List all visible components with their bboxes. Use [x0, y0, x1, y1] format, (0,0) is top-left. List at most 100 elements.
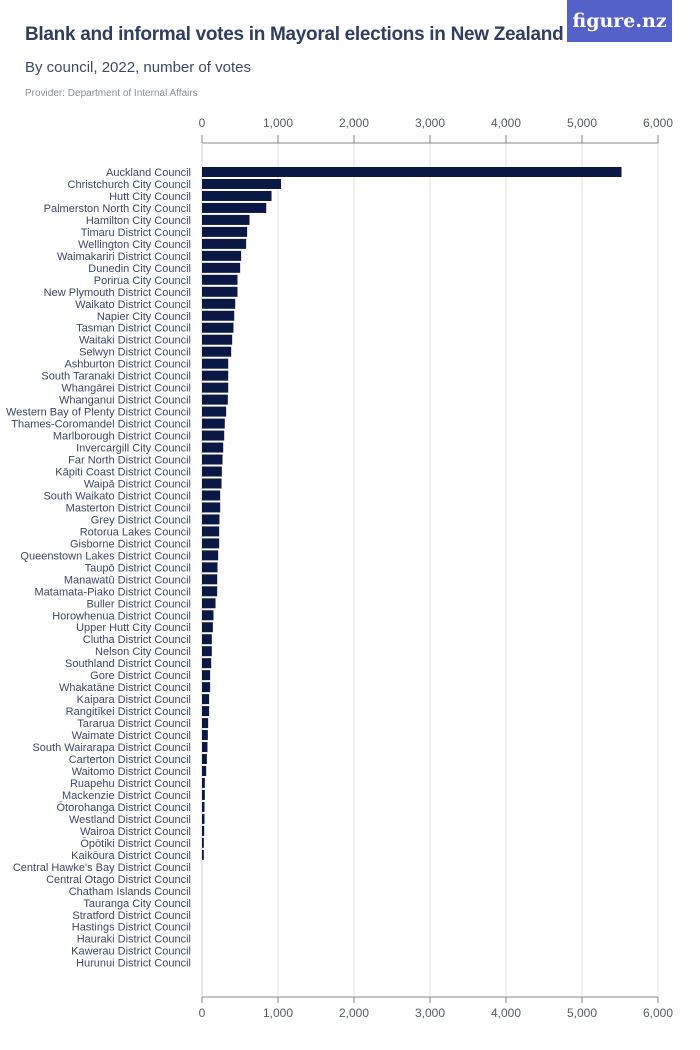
category-label: Rotorua Lakes Council [80, 526, 191, 538]
category-label: Thames-Coromandel District Council [11, 419, 191, 431]
bar [202, 286, 238, 297]
category-label: Tasman District Council [76, 323, 191, 335]
category-label: South Wairarapa District Council [32, 742, 191, 754]
bar [202, 777, 205, 788]
category-label: Ashburton District Council [64, 359, 191, 371]
bar [202, 562, 218, 573]
bar [202, 634, 212, 645]
bottom-tick-label: 6,000 [643, 1006, 673, 1020]
category-label: Clutha District Council [83, 634, 191, 646]
category-label: Chatham Islands Council [69, 886, 191, 898]
category-label: Rangitīkei District Council [66, 706, 191, 718]
bar [202, 514, 220, 525]
category-label: Palmerston North City Council [44, 203, 191, 215]
category-label: Carterton District Council [69, 754, 191, 766]
category-label: Ruapehu District Council [70, 778, 191, 790]
bar [202, 849, 204, 860]
figure-nz-logo[interactable]: figure.nz [567, 0, 672, 42]
category-label: Stratford District Council [72, 910, 191, 922]
category-label: Buller District Council [86, 598, 191, 610]
bar [202, 478, 222, 489]
bar [202, 730, 208, 741]
top-tick-label: 1,000 [263, 116, 293, 130]
bar [202, 238, 247, 249]
category-label: Waimakariri District Council [57, 251, 191, 263]
category-label: Waipā District Council [84, 478, 191, 490]
category-label: Horowhenua District Council [52, 610, 191, 622]
bar [202, 346, 232, 357]
bar [202, 670, 211, 681]
bottom-tick-label: 4,000 [491, 1006, 521, 1020]
bottom-tick-label: 5,000 [567, 1006, 597, 1020]
bar [202, 382, 229, 393]
category-label: Christchurch City Council [68, 179, 191, 191]
category-label: Kaikōura District Council [71, 850, 191, 862]
category-label: Whakatāne District Council [59, 682, 191, 694]
category-label: Western Bay of Plenty District Council [6, 407, 191, 419]
category-label: Hutt City Council [109, 191, 191, 203]
category-label: Tararua District Council [77, 718, 191, 730]
category-label: Wairoa District Council [80, 826, 191, 838]
category-label: Napier City Council [97, 311, 191, 323]
bar [202, 226, 248, 237]
bar [202, 310, 235, 321]
bar [202, 178, 282, 189]
category-label: Timaru District Council [81, 227, 191, 239]
bottom-tick-label: 3,000 [415, 1006, 445, 1020]
category-label: Hamilton City Council [86, 215, 191, 227]
bar [202, 801, 205, 812]
bar [202, 825, 205, 836]
bar [202, 718, 209, 729]
chart-subtitle: By council, 2022, number of votes [25, 59, 251, 76]
category-label: South Taranaki District Council [41, 371, 191, 383]
bar [202, 322, 234, 333]
bar [202, 394, 228, 405]
category-label: Waitaki District Council [79, 335, 191, 347]
bar [202, 202, 267, 213]
category-label: Whangārei District Council [61, 383, 191, 395]
category-label: Invercargill City Council [76, 443, 191, 455]
provider-note: Provider: Department of Internal Affairs [25, 88, 198, 99]
category-label: Central Hawke's Bay District Council [13, 862, 191, 874]
bar [202, 190, 272, 201]
category-label: Queenstown Lakes District Council [20, 550, 191, 562]
chart-title: Blank and informal votes in Mayoral elec… [25, 24, 564, 45]
top-tick-label: 3,000 [415, 116, 445, 130]
category-label: Central Otago District Council [46, 874, 191, 886]
category-label: Westland District Council [69, 814, 191, 826]
category-label: Tauranga City Council [83, 898, 191, 910]
category-label: Grey District Council [91, 514, 191, 526]
bar [202, 250, 242, 261]
bar [202, 358, 229, 369]
bottom-tick-label: 2,000 [339, 1006, 369, 1020]
category-label: Mackenzie District Council [62, 790, 191, 802]
category-label: Marlborough District Council [53, 431, 191, 443]
bar [202, 406, 227, 417]
top-tick-label: 0 [199, 116, 206, 130]
bottom-tick-label: 0 [199, 1006, 206, 1020]
bar [202, 706, 210, 717]
category-label: Southland District Council [65, 658, 191, 670]
bar [202, 214, 250, 225]
bar [202, 538, 220, 549]
bar [202, 682, 211, 693]
category-label: Selwyn District Council [79, 347, 191, 359]
category-label: Hauraki District Council [77, 934, 191, 946]
bar [202, 837, 204, 848]
category-label: Masterton District Council [66, 502, 191, 514]
category-label: Waimate District Council [72, 730, 191, 742]
bar [202, 646, 212, 657]
bar [202, 550, 219, 561]
category-label: Hastings District Council [72, 922, 191, 934]
bar [202, 442, 224, 453]
category-label: Matamata-Piako District Council [35, 586, 192, 598]
category-label: Gore District Council [90, 670, 191, 682]
bar [202, 502, 221, 513]
bar [202, 586, 218, 597]
category-label: Auckland Council [106, 167, 191, 179]
bar [202, 754, 207, 765]
bar [202, 742, 208, 753]
category-label: New Plymouth District Council [44, 287, 191, 299]
category-label: Hurunui District Council [76, 958, 191, 970]
